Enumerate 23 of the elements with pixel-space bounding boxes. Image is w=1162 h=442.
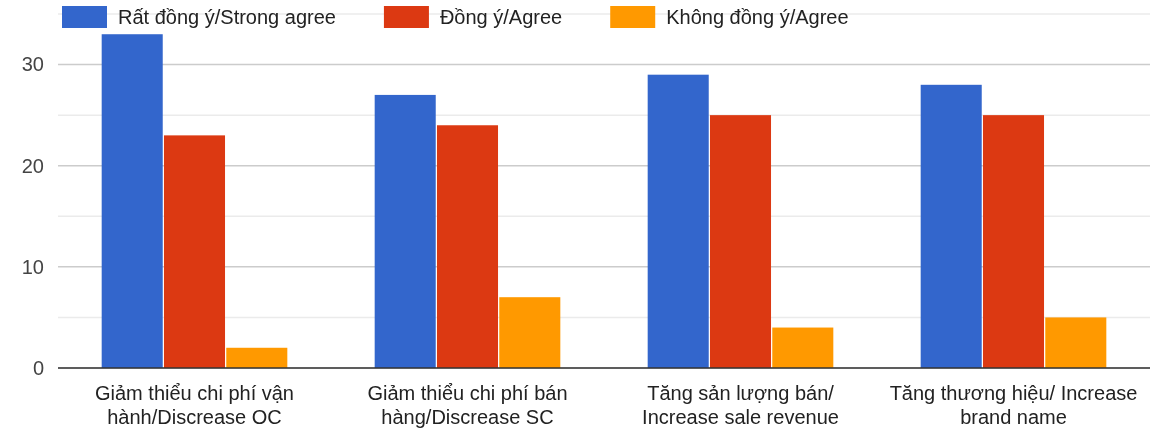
x-tick-label: Giảm thiểu chi phí bán hàng/Discrease SC — [367, 382, 568, 429]
y-tick-label: 20 — [21, 154, 44, 177]
bar — [499, 297, 561, 368]
x-tick-label: Tăng thương hiệu/ Increase brand name — [889, 382, 1138, 429]
y-tick-label: 0 — [32, 356, 44, 379]
legend-label: Không đồng ý/Agree — [666, 6, 849, 28]
bar — [436, 125, 499, 368]
bar — [101, 34, 163, 368]
bar — [163, 135, 226, 368]
y-tick-label: 30 — [21, 53, 44, 76]
x-tick-label: Tăng sản lượng bán/ Increase sale revenue — [642, 382, 839, 429]
x-tick-label: Giảm thiểu chi phí vận hành/Discrease OC — [95, 382, 294, 429]
legend-label: Rất đồng ý/Strong agree — [118, 6, 336, 28]
bar — [374, 94, 436, 368]
y-tick-label: 10 — [21, 255, 44, 278]
bar — [982, 115, 1045, 368]
bar — [647, 74, 709, 368]
bar — [709, 115, 772, 368]
bar — [1045, 317, 1107, 368]
bar — [226, 347, 288, 368]
bar — [772, 327, 834, 368]
bar — [920, 84, 982, 368]
legend-label: Đồng ý/Agree — [439, 6, 563, 28]
